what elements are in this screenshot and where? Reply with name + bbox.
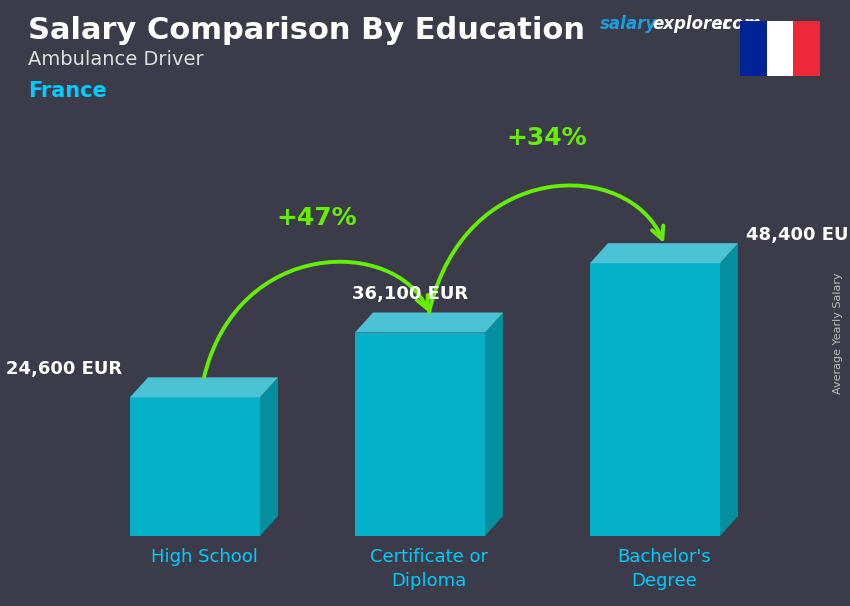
Polygon shape — [355, 333, 485, 536]
Text: +34%: +34% — [507, 126, 586, 150]
Text: France: France — [28, 81, 107, 101]
Text: +47%: +47% — [276, 205, 357, 230]
Polygon shape — [485, 313, 503, 536]
Text: explorer: explorer — [652, 15, 731, 33]
Polygon shape — [720, 243, 738, 536]
Polygon shape — [130, 398, 260, 536]
Text: Average Yearly Salary: Average Yearly Salary — [833, 273, 843, 394]
Text: Salary Comparison By Education: Salary Comparison By Education — [28, 16, 585, 45]
Polygon shape — [260, 378, 278, 536]
Bar — [767, 21, 793, 76]
Bar — [740, 21, 767, 76]
Text: High School: High School — [150, 548, 258, 566]
Text: 24,600 EUR: 24,600 EUR — [6, 361, 122, 378]
Text: Certificate or
Diploma: Certificate or Diploma — [370, 548, 488, 590]
Text: 48,400 EUR: 48,400 EUR — [746, 226, 850, 244]
FancyArrowPatch shape — [204, 262, 428, 378]
Polygon shape — [590, 243, 738, 263]
Text: Ambulance Driver: Ambulance Driver — [28, 50, 204, 69]
Text: salary: salary — [600, 15, 657, 33]
Text: 36,100 EUR: 36,100 EUR — [352, 285, 468, 302]
Polygon shape — [590, 263, 720, 536]
Text: Bachelor's
Degree: Bachelor's Degree — [617, 548, 711, 590]
Text: .com: .com — [716, 15, 761, 33]
Polygon shape — [130, 378, 278, 398]
FancyArrowPatch shape — [429, 185, 663, 313]
Bar — [793, 21, 820, 76]
Polygon shape — [355, 313, 503, 333]
